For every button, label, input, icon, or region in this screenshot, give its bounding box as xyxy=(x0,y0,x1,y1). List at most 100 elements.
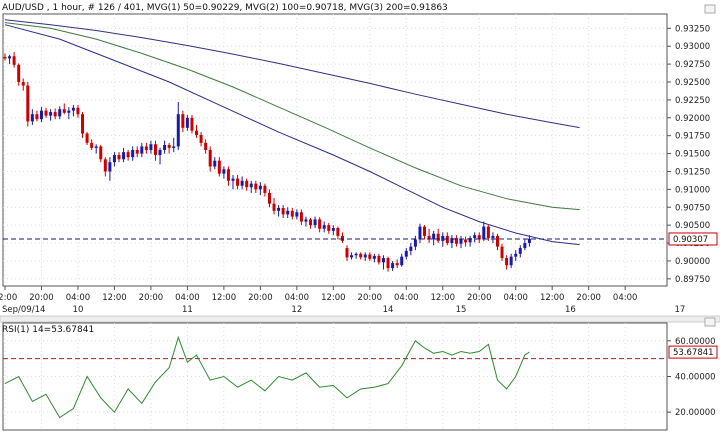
rsi-current-box xyxy=(668,345,718,359)
candle-up xyxy=(527,238,531,244)
candle-up xyxy=(509,256,513,266)
time-tick-label: 04:00 xyxy=(175,293,200,303)
candle-down xyxy=(267,192,271,204)
instrument-title: AUD/USD , 1 hour, # 126 / 401, xyxy=(2,3,144,13)
time-tick-label: 20:00 xyxy=(467,293,492,303)
candle-down xyxy=(81,114,85,134)
candle-up xyxy=(176,114,180,147)
date-tick-label: 17 xyxy=(674,305,685,315)
rsi-tick-label: 40.00000 xyxy=(675,373,716,383)
candle-down xyxy=(340,235,344,241)
price-tick-label: 0.90000 xyxy=(675,257,710,267)
candle-down xyxy=(477,235,481,240)
price-pane: 0.93250 0.93000 0.92750 0.92500 0.92250 0.920… xyxy=(0,13,718,315)
candle-up xyxy=(108,162,112,172)
time-tick-label: 04:00 xyxy=(503,293,528,303)
candle-down xyxy=(44,110,48,116)
candle-up xyxy=(112,155,116,163)
rsi-line xyxy=(4,335,530,419)
candle-down xyxy=(208,150,212,167)
candle-up xyxy=(131,150,135,158)
candle-down xyxy=(281,207,285,215)
candle-up xyxy=(432,233,436,240)
ma50-line xyxy=(4,24,580,246)
time-tick-label: 04:00 xyxy=(66,293,91,303)
price-plot-frame xyxy=(2,13,668,287)
candle-up xyxy=(67,110,71,113)
candle-down xyxy=(3,56,7,59)
candle-down xyxy=(464,239,468,243)
candle-down xyxy=(423,226,427,236)
candle-down xyxy=(181,114,185,128)
candle-down xyxy=(12,56,16,65)
candle-down xyxy=(454,238,458,244)
candle-down xyxy=(103,159,107,172)
candle-up xyxy=(404,250,408,257)
time-tick-label: 20:00 xyxy=(248,293,273,303)
time-tick-label: 12:00 xyxy=(321,293,346,303)
candle-up xyxy=(122,152,126,160)
candle-up xyxy=(249,183,253,188)
candle-up xyxy=(400,256,404,266)
date-tick-label: 15 xyxy=(456,305,467,315)
price-tick-label: 0.91750 xyxy=(675,132,710,142)
candle-down xyxy=(299,212,303,222)
candle-down xyxy=(495,235,499,247)
candle-up xyxy=(172,146,176,148)
date-tick-label: 14 xyxy=(383,305,394,315)
rsi-tick-label: 60.00000 xyxy=(675,337,716,347)
candle-down xyxy=(35,114,39,120)
candle-up xyxy=(158,150,162,156)
ma2-label: MVG(2) 100=0.90718, xyxy=(245,3,346,13)
candle-down xyxy=(167,144,171,148)
price-tick-label: 0.93000 xyxy=(675,42,710,52)
time-tick-label: 12:00 xyxy=(540,293,565,303)
candle-down xyxy=(17,64,21,82)
time-tick-label: 20:00 xyxy=(29,293,54,303)
candle-down xyxy=(386,258,390,269)
candle-down xyxy=(245,180,249,188)
ma100-line xyxy=(4,22,580,211)
candle-up xyxy=(331,228,335,231)
candle-up xyxy=(304,219,308,222)
candle-down xyxy=(190,117,194,131)
time-tick-label: 04:00 xyxy=(394,293,419,303)
candle-up xyxy=(149,144,153,150)
candle-up xyxy=(185,117,189,128)
rsi-pane-toggle-icon[interactable] xyxy=(704,317,716,327)
candle-up xyxy=(518,248,522,254)
candle-up xyxy=(482,226,486,240)
candle-up xyxy=(459,239,463,244)
candle-down xyxy=(263,185,267,193)
candle-down xyxy=(359,253,363,258)
candle-down xyxy=(135,150,139,154)
candle-down xyxy=(62,109,66,113)
candle-down xyxy=(336,228,340,236)
candle-down xyxy=(254,183,258,190)
candle-up xyxy=(240,180,244,186)
rsi-current-label: 53.67841 xyxy=(673,348,714,358)
candle-down xyxy=(53,112,57,117)
price-tick-label: 0.90750 xyxy=(675,203,710,213)
chart-pane-toggle-icon[interactable] xyxy=(704,4,716,14)
candle-up xyxy=(523,243,527,249)
time-tick-label: 12:00 xyxy=(431,293,456,303)
candle-down xyxy=(395,263,399,266)
candle-down xyxy=(486,226,490,239)
price-tick-label: 0.92250 xyxy=(675,96,710,106)
candle-up xyxy=(363,254,367,258)
pane-divider[interactable] xyxy=(0,315,720,323)
time-tick-label: 20:00 xyxy=(358,293,383,303)
price-tick-label: 0.92000 xyxy=(675,114,710,124)
candle-up xyxy=(213,160,217,167)
candle-down xyxy=(445,235,449,244)
price-tick-label: 0.91500 xyxy=(675,150,710,160)
candle-up xyxy=(222,169,226,174)
time-tick-label: 20:00 xyxy=(576,293,601,303)
candle-down xyxy=(427,235,431,240)
time-tick-label: 12:00 xyxy=(102,293,127,303)
price-tick-label: 0.91250 xyxy=(675,167,710,177)
candle-down xyxy=(368,254,372,259)
candle-up xyxy=(286,210,290,215)
